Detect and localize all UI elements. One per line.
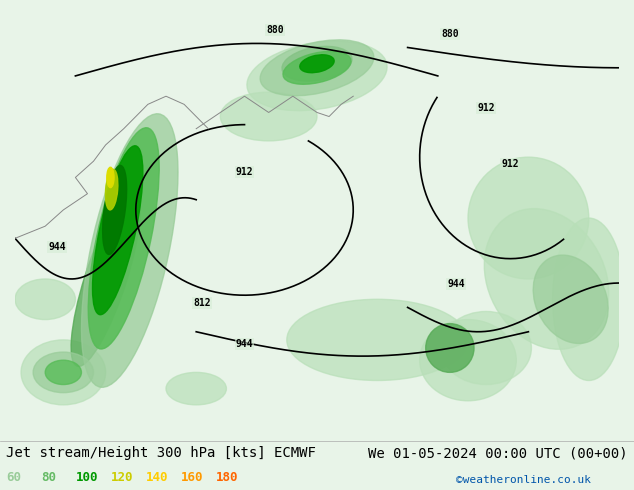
- Text: 80: 80: [41, 471, 56, 484]
- Ellipse shape: [425, 323, 474, 372]
- Ellipse shape: [441, 312, 531, 385]
- Ellipse shape: [553, 218, 625, 381]
- Ellipse shape: [93, 146, 143, 315]
- Ellipse shape: [260, 40, 374, 96]
- Ellipse shape: [105, 170, 118, 210]
- Ellipse shape: [420, 319, 516, 401]
- Text: 100: 100: [76, 471, 98, 484]
- Text: 912: 912: [236, 167, 254, 177]
- Text: 944: 944: [48, 242, 66, 252]
- Text: 912: 912: [501, 159, 519, 170]
- Ellipse shape: [15, 279, 75, 319]
- Ellipse shape: [166, 372, 226, 405]
- Text: 880: 880: [266, 25, 283, 35]
- Ellipse shape: [107, 167, 114, 188]
- Text: ©weatheronline.co.uk: ©weatheronline.co.uk: [456, 475, 592, 485]
- Ellipse shape: [484, 209, 609, 349]
- Text: 180: 180: [216, 471, 238, 484]
- Ellipse shape: [88, 128, 159, 349]
- Ellipse shape: [82, 114, 178, 387]
- Ellipse shape: [300, 55, 334, 73]
- Ellipse shape: [71, 192, 140, 367]
- Text: 120: 120: [111, 471, 133, 484]
- Text: We 01-05-2024 00:00 UTC (00+00): We 01-05-2024 00:00 UTC (00+00): [368, 446, 628, 460]
- Text: 912: 912: [477, 103, 495, 113]
- Text: 812: 812: [193, 298, 211, 308]
- Text: 140: 140: [146, 471, 168, 484]
- Text: 944: 944: [236, 339, 254, 349]
- Ellipse shape: [21, 340, 106, 405]
- Ellipse shape: [468, 157, 589, 279]
- Ellipse shape: [283, 51, 351, 84]
- Ellipse shape: [221, 92, 317, 141]
- Ellipse shape: [33, 352, 94, 392]
- Ellipse shape: [533, 255, 608, 343]
- Ellipse shape: [282, 47, 352, 81]
- Ellipse shape: [45, 360, 81, 385]
- Text: 160: 160: [181, 471, 203, 484]
- Text: 944: 944: [447, 279, 465, 289]
- Ellipse shape: [247, 41, 387, 111]
- Ellipse shape: [287, 299, 468, 381]
- Text: 60: 60: [6, 471, 22, 484]
- Text: Jet stream/Height 300 hPa [kts] ECMWF: Jet stream/Height 300 hPa [kts] ECMWF: [6, 446, 316, 460]
- Text: 880: 880: [441, 29, 458, 39]
- Ellipse shape: [103, 166, 127, 254]
